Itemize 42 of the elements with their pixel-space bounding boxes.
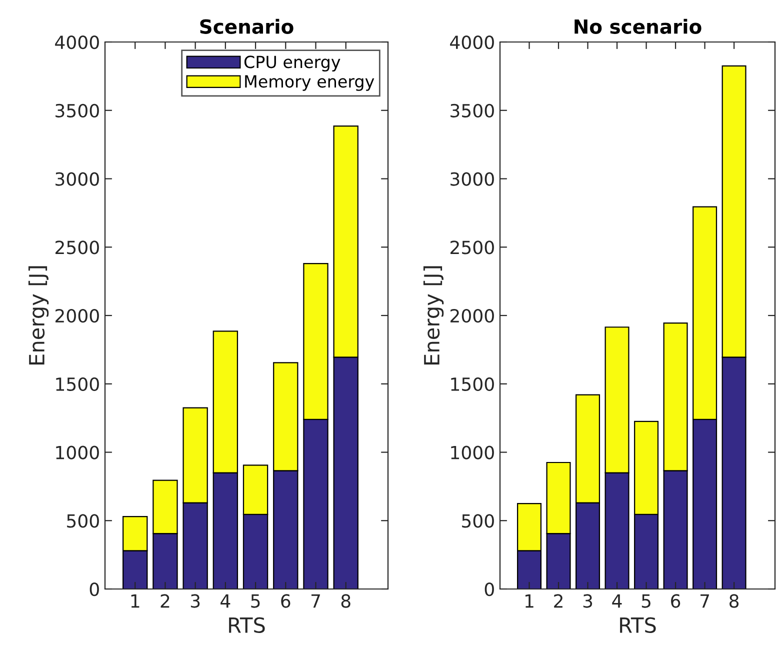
y-tick-label: 3500 <box>56 104 99 118</box>
y-axis-title: Energy [J] <box>423 266 444 364</box>
y-tick-label: 2500 <box>56 240 99 254</box>
y-tick-label: 2000 <box>56 308 99 323</box>
y-axis-title: Energy [J] <box>28 266 49 364</box>
x-tick-label: 3 <box>190 594 200 608</box>
y-tick-label: 1000 <box>56 446 99 460</box>
chart-title: No scenario <box>574 18 702 34</box>
y-tick-label: 3000 <box>56 172 99 186</box>
x-tick-label: 5 <box>251 594 260 608</box>
chart-title: Scenario <box>200 18 294 34</box>
y-tick-label: 3000 <box>450 172 494 186</box>
x-axis-title: RTS <box>620 617 656 634</box>
x-tick-label: 8 <box>341 594 350 608</box>
y-tick-label: 2000 <box>450 308 494 323</box>
x-tick-label: 4 <box>612 594 622 608</box>
x-tick-label: 8 <box>730 594 739 608</box>
x-tick-label: 2 <box>554 594 562 608</box>
y-tick-label: 1500 <box>56 377 99 391</box>
x-axis-title: RTS <box>229 617 265 634</box>
y-tick-label: 4000 <box>450 35 494 50</box>
y-tick-label: 500 <box>462 514 494 528</box>
x-tick-label: 4 <box>220 594 230 608</box>
x-tick-label: 6 <box>281 594 290 608</box>
x-tick-label: 6 <box>671 594 680 608</box>
x-tick-label: 1 <box>131 594 140 608</box>
x-tick-label: 7 <box>700 594 709 608</box>
legend-label: CPU energy <box>244 56 340 72</box>
legend-label: Memory energy <box>245 75 374 91</box>
y-tick-label: 2500 <box>450 240 494 254</box>
y-tick-label: 3500 <box>450 104 494 118</box>
x-tick-label: 7 <box>311 594 320 608</box>
y-tick-label: 0 <box>90 582 99 596</box>
x-tick-label: 1 <box>525 594 534 608</box>
y-tick-label: 4000 <box>55 35 99 50</box>
y-tick-label: 1000 <box>451 446 494 460</box>
y-tick-label: 0 <box>484 582 494 596</box>
x-tick-label: 5 <box>642 594 650 608</box>
y-tick-label: 1500 <box>451 377 494 391</box>
x-tick-label: 3 <box>583 594 592 608</box>
x-tick-label: 2 <box>160 594 170 608</box>
y-tick-label: 500 <box>67 514 99 528</box>
